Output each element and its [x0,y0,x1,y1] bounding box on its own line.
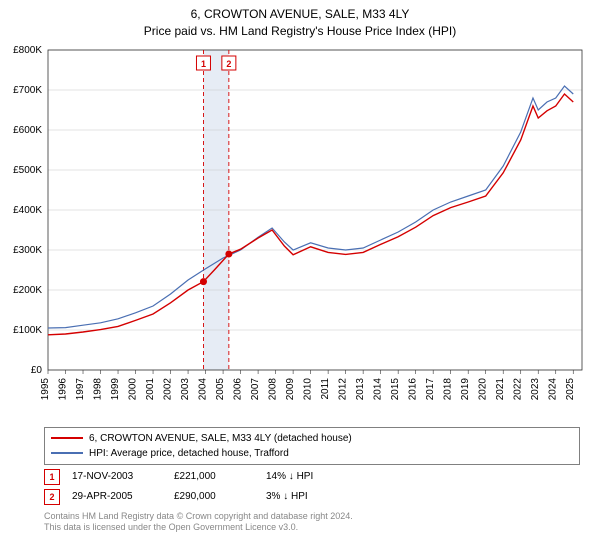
sale-date: 17-NOV-2003 [72,471,162,482]
legend-swatch-hpi [51,452,83,454]
svg-text:2004: 2004 [198,377,209,400]
svg-text:1999: 1999 [110,377,121,400]
svg-text:1995: 1995 [40,377,51,400]
svg-text:2015: 2015 [390,377,401,400]
svg-text:2025: 2025 [565,377,576,400]
legend-label-property: 6, CROWTON AVENUE, SALE, M33 4LY (detach… [89,431,352,446]
svg-text:£300K: £300K [13,245,42,256]
svg-text:1: 1 [201,59,206,69]
sale-row: 1 17-NOV-2003 £221,000 14% ↓ HPI [44,469,580,485]
svg-text:£100K: £100K [13,325,42,336]
svg-text:2020: 2020 [478,377,489,400]
svg-text:2023: 2023 [530,377,541,400]
svg-text:2009: 2009 [285,377,296,400]
svg-text:2003: 2003 [180,377,191,400]
svg-text:2017: 2017 [425,377,436,400]
svg-text:2001: 2001 [145,377,156,400]
svg-text:2005: 2005 [215,377,226,400]
svg-text:2013: 2013 [355,377,366,400]
chart-title: 6, CROWTON AVENUE, SALE, M33 4LY [0,6,600,23]
svg-text:£500K: £500K [13,165,42,176]
footer-note: Contains HM Land Registry data © Crown c… [44,511,580,534]
svg-text:2019: 2019 [460,377,471,400]
svg-text:2007: 2007 [250,377,261,400]
svg-text:2024: 2024 [548,377,559,400]
svg-text:1997: 1997 [75,377,86,400]
svg-text:£400K: £400K [13,205,42,216]
svg-text:£800K: £800K [13,45,42,56]
legend-row-property: 6, CROWTON AVENUE, SALE, M33 4LY (detach… [51,431,573,446]
svg-text:2000: 2000 [128,377,139,400]
sale-marker-icon: 2 [44,489,60,505]
svg-text:2008: 2008 [268,377,279,400]
svg-text:£600K: £600K [13,125,42,136]
svg-text:2014: 2014 [373,377,384,400]
footer-line2: This data is licensed under the Open Gov… [44,522,580,534]
svg-text:2006: 2006 [233,377,244,400]
sale-hpi-delta: 3% ↓ HPI [266,491,356,502]
svg-text:£200K: £200K [13,285,42,296]
svg-text:2021: 2021 [495,377,506,400]
legend: 6, CROWTON AVENUE, SALE, M33 4LY (detach… [44,427,580,465]
legend-swatch-property [51,437,83,439]
sale-price: £221,000 [174,471,254,482]
svg-text:£700K: £700K [13,85,42,96]
svg-text:2018: 2018 [443,377,454,400]
sale-row: 2 29-APR-2005 £290,000 3% ↓ HPI [44,489,580,505]
legend-row-hpi: HPI: Average price, detached house, Traf… [51,446,573,461]
chart-canvas: £0 £100K £200K £300K £400K £500K £600K £700K £80… [0,40,600,425]
svg-text:1998: 1998 [93,377,104,400]
svg-text:1996: 1996 [58,377,69,400]
svg-text:2002: 2002 [163,377,174,400]
legend-label-hpi: HPI: Average price, detached house, Traf… [89,446,289,461]
footer-line1: Contains HM Land Registry data © Crown c… [44,511,580,523]
sale-date: 29-APR-2005 [72,491,162,502]
sale-marker-icon: 1 [44,469,60,485]
svg-text:2016: 2016 [408,377,419,400]
svg-text:2011: 2011 [320,377,331,399]
svg-text:2022: 2022 [513,377,524,400]
svg-text:£0: £0 [31,365,43,376]
svg-text:2: 2 [226,59,231,69]
sale-price: £290,000 [174,491,254,502]
sale-hpi-delta: 14% ↓ HPI [266,471,356,482]
chart-subtitle: Price paid vs. HM Land Registry's House … [0,23,600,40]
svg-text:2012: 2012 [338,377,349,400]
svg-text:2010: 2010 [303,377,314,400]
